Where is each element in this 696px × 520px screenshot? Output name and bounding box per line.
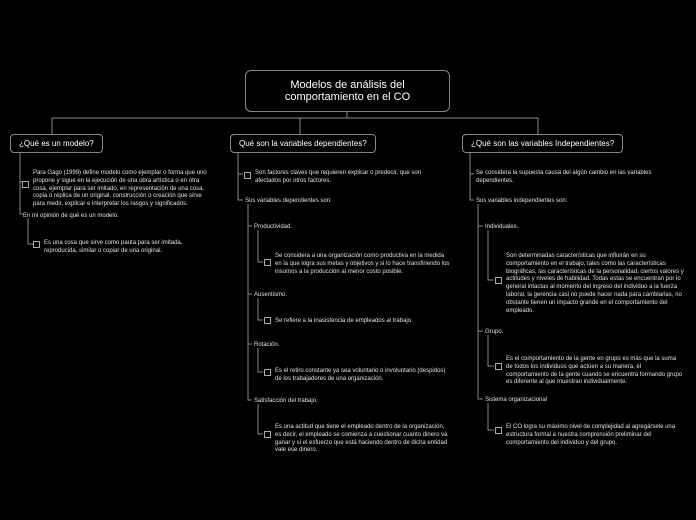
- col2-v2-desc: Se refiere a la inasistencia de empleado…: [275, 318, 450, 326]
- col2-v4-desc: Es una actitud que tiene el empleado den…: [275, 424, 450, 455]
- col2-listlabel: Sus variables dependientes son:: [245, 198, 420, 206]
- col3-intro: Se considera la supuesta causa del algún…: [476, 170, 661, 186]
- col2-v3-name: Rotación.: [254, 342, 429, 350]
- checkbox[interactable]: [22, 181, 29, 188]
- col3-listlabel: Sus variables independientes son:: [476, 198, 661, 206]
- checkbox[interactable]: [264, 431, 271, 438]
- col3-v1-name: Individuales.: [485, 224, 670, 232]
- col1-heading: ¿Qué es un modelo?: [10, 134, 103, 153]
- checkbox[interactable]: [264, 317, 271, 324]
- checkbox[interactable]: [495, 363, 502, 370]
- col1-item1: Para Gago (1999) define modelo como ejem…: [33, 170, 208, 209]
- col2-v1-desc: Se considera a una organización como pro…: [275, 253, 450, 276]
- col3-v3-name: Sistema organizacional: [485, 397, 670, 405]
- root-title: Modelos de análisis del comportamiento e…: [245, 70, 450, 112]
- col1-item3: Es una cosa que sirve como pauta para se…: [44, 240, 209, 256]
- checkbox[interactable]: [244, 172, 251, 179]
- col2-v3-desc: Es el retiro constante ya sea voluntario…: [275, 368, 450, 384]
- col3-v2-desc: Es el comportamiento de la gente en grup…: [506, 356, 684, 387]
- col1-item2: En mi opinión de qué es un modelo.: [23, 213, 198, 221]
- col3-v2-name: Grupo.: [485, 329, 670, 337]
- col3-heading: ¿Qué son las variables Independientes?: [462, 134, 623, 153]
- col3-v1-desc: Son determinadas características que inf…: [506, 253, 684, 315]
- checkbox[interactable]: [33, 241, 40, 248]
- checkbox[interactable]: [495, 277, 502, 284]
- checkbox[interactable]: [264, 259, 271, 266]
- col2-heading: Qué son la variables dependientes?: [230, 134, 376, 153]
- checkbox[interactable]: [264, 369, 271, 376]
- col2-v4-name: Satisfacción del trabajo.: [254, 398, 429, 406]
- col2-v2-name: Ausentismo.: [254, 292, 429, 300]
- checkbox[interactable]: [495, 427, 502, 434]
- col3-v3-desc: El CO logra su máximo nivel de complejid…: [506, 424, 684, 447]
- col2-v1-name: Productividad.: [254, 224, 429, 232]
- col2-intro: Son factores claves que requieren explic…: [255, 170, 430, 186]
